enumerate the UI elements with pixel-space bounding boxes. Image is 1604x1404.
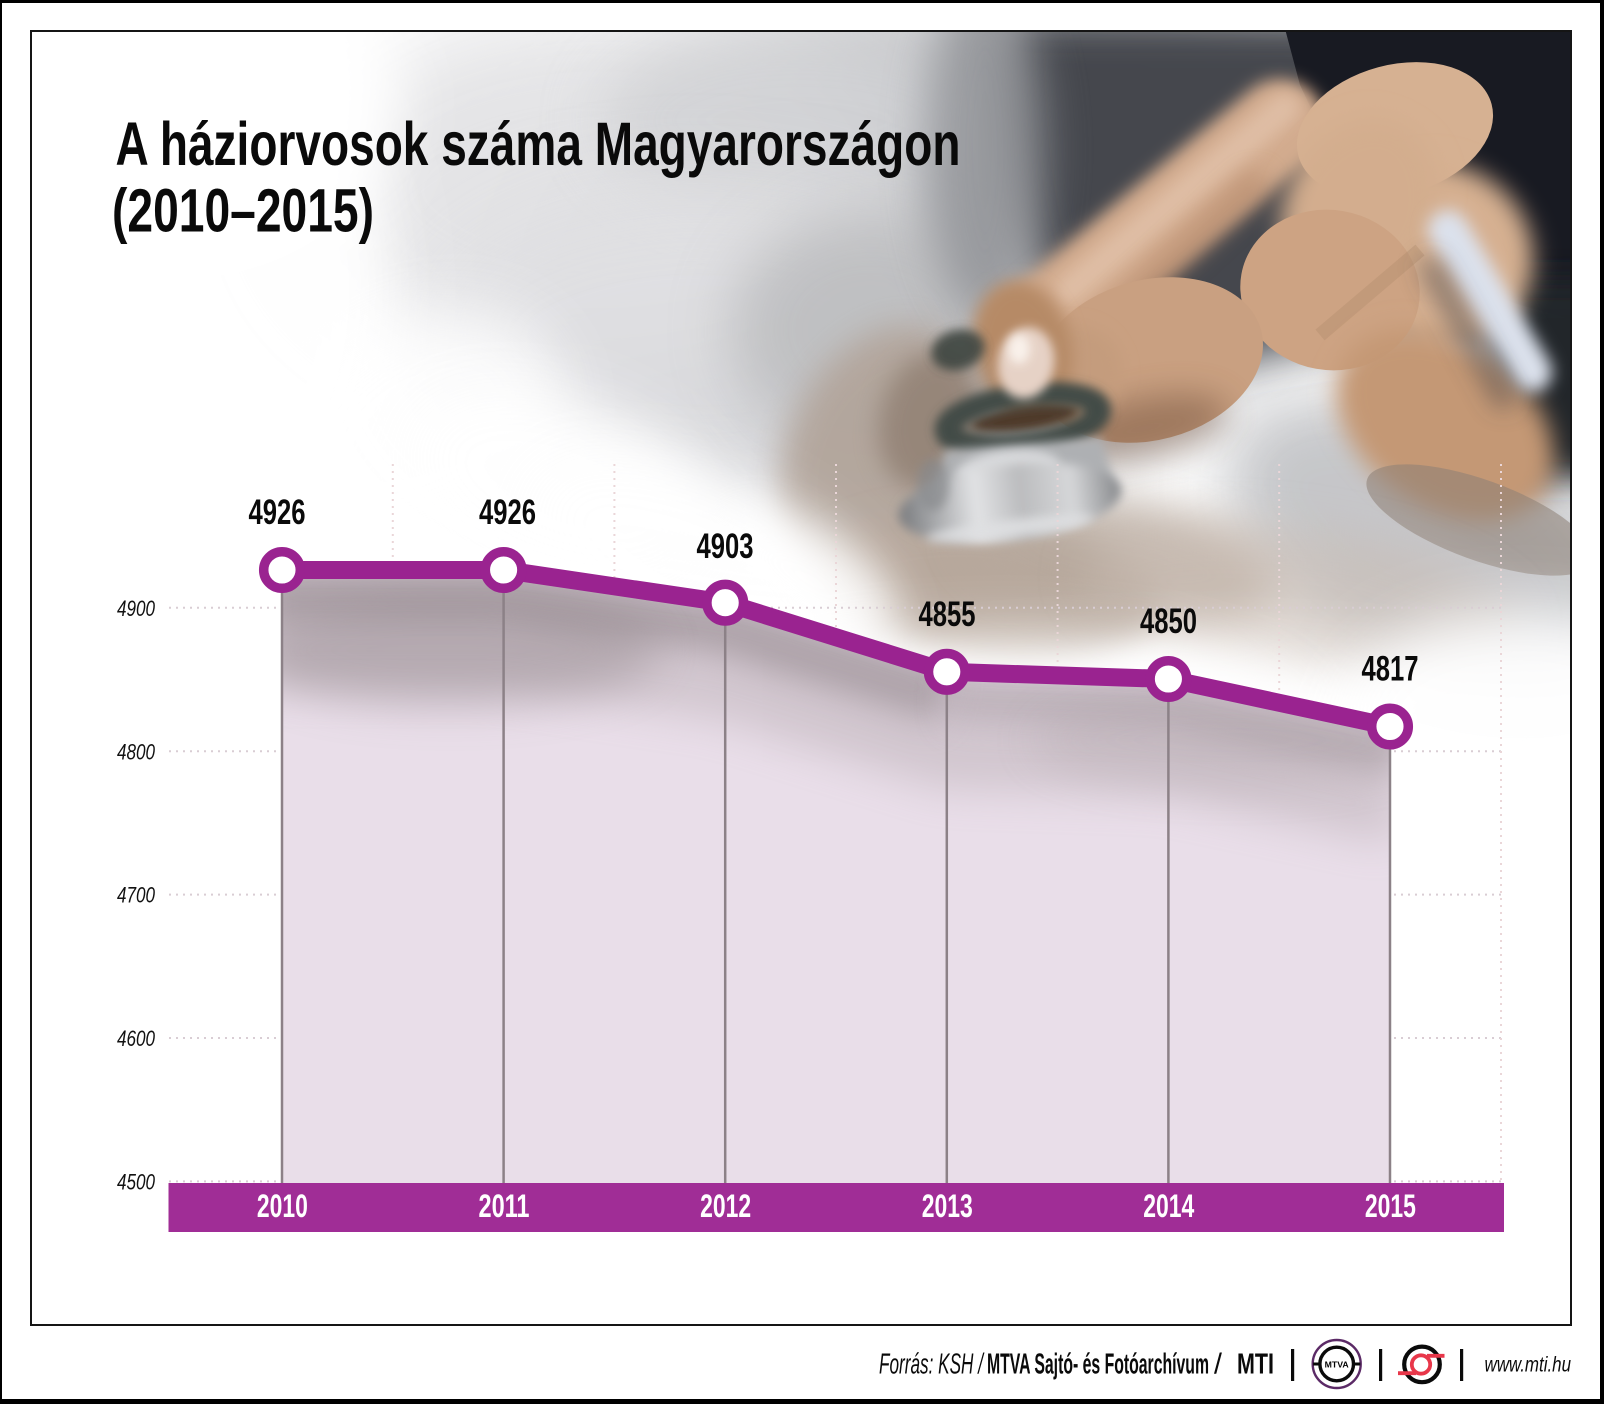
- svg-text:4903: 4903: [697, 527, 754, 566]
- svg-text:www.mti.hu: www.mti.hu: [1485, 1353, 1572, 1377]
- svg-text:MTVA: MTVA: [1325, 1360, 1349, 1370]
- svg-text:4500: 4500: [117, 1170, 155, 1195]
- svg-text:4850: 4850: [1140, 602, 1197, 641]
- svg-text:4800: 4800: [117, 739, 155, 764]
- svg-text:MTI: MTI: [1237, 1349, 1274, 1381]
- svg-text:4600: 4600: [117, 1026, 155, 1051]
- svg-text:A háziorvosok száma Magyarorsz: A háziorvosok száma Magyarországon: [116, 110, 961, 178]
- svg-text:4900: 4900: [117, 596, 155, 621]
- svg-text:4817: 4817: [1362, 650, 1419, 689]
- svg-text:MTVA Sajtó- és Fotóarchívum: MTVA Sajtó- és Fotóarchívum: [987, 1349, 1209, 1381]
- svg-text:2012: 2012: [700, 1188, 751, 1224]
- svg-text:4926: 4926: [479, 493, 536, 532]
- svg-text:4926: 4926: [249, 493, 306, 532]
- svg-text:/: /: [1214, 1349, 1222, 1381]
- svg-text:2014: 2014: [1143, 1188, 1194, 1224]
- svg-text:2011: 2011: [479, 1188, 530, 1224]
- svg-text:4855: 4855: [919, 595, 976, 634]
- svg-text:2013: 2013: [922, 1188, 973, 1224]
- svg-text:2015: 2015: [1365, 1188, 1416, 1224]
- svg-text:4700: 4700: [117, 883, 155, 908]
- svg-text:2010: 2010: [257, 1188, 308, 1224]
- svg-text:(2010–2015): (2010–2015): [112, 177, 374, 245]
- svg-text:Forrás: KSH /: Forrás: KSH /: [879, 1349, 985, 1381]
